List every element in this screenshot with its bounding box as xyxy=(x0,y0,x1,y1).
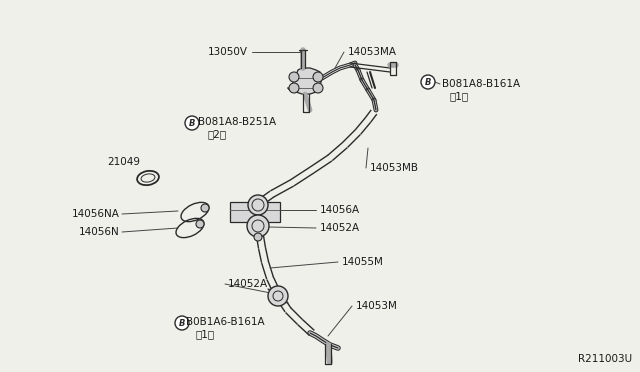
Circle shape xyxy=(268,286,288,306)
Circle shape xyxy=(247,215,269,237)
Circle shape xyxy=(201,204,209,212)
Text: 14052A: 14052A xyxy=(228,279,268,289)
Text: B081A8-B161A: B081A8-B161A xyxy=(442,79,520,89)
Text: 21049: 21049 xyxy=(107,157,140,167)
Text: 14055M: 14055M xyxy=(342,257,384,267)
Text: B: B xyxy=(425,77,431,87)
Circle shape xyxy=(313,83,323,93)
Circle shape xyxy=(289,72,299,82)
Text: （1）: （1） xyxy=(195,329,214,339)
Text: B: B xyxy=(189,119,195,128)
Circle shape xyxy=(248,195,268,215)
Polygon shape xyxy=(288,68,322,94)
Text: 14052A: 14052A xyxy=(320,223,360,233)
Text: 13050V: 13050V xyxy=(208,47,248,57)
FancyBboxPatch shape xyxy=(230,202,280,222)
Circle shape xyxy=(175,316,189,330)
Circle shape xyxy=(313,72,323,82)
Text: R211003U: R211003U xyxy=(578,354,632,364)
Circle shape xyxy=(185,116,199,130)
Text: B081A8-B251A: B081A8-B251A xyxy=(198,117,276,127)
Text: （2）: （2） xyxy=(207,129,226,139)
Text: B0B1A6-B161A: B0B1A6-B161A xyxy=(186,317,264,327)
Text: 14056N: 14056N xyxy=(79,227,120,237)
Text: 14053MA: 14053MA xyxy=(348,47,397,57)
Text: 14056A: 14056A xyxy=(320,205,360,215)
Text: 14053MB: 14053MB xyxy=(370,163,419,173)
Text: 14053M: 14053M xyxy=(356,301,398,311)
Text: 14056NA: 14056NA xyxy=(72,209,120,219)
Circle shape xyxy=(289,83,299,93)
Text: B: B xyxy=(179,318,185,327)
Text: （1）: （1） xyxy=(449,91,468,101)
Circle shape xyxy=(196,220,204,228)
Circle shape xyxy=(421,75,435,89)
Circle shape xyxy=(254,233,262,241)
